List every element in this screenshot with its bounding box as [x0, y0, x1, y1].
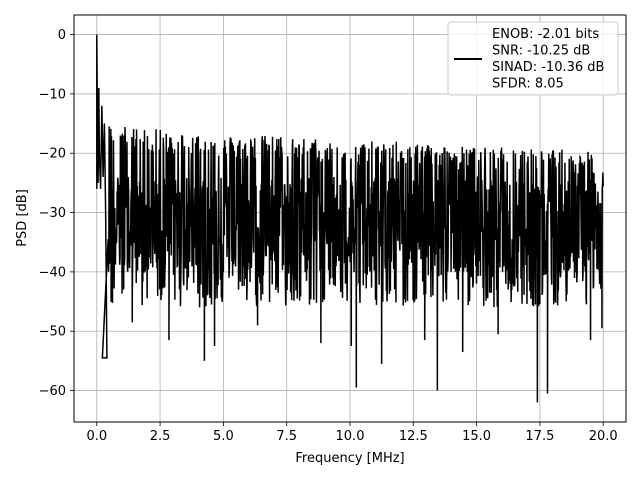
legend-line-text: SNR: -10.25 dB: [492, 44, 590, 59]
plot-area: [96, 34, 604, 403]
x-tick-label: 20.0: [589, 429, 618, 444]
x-tick-label: 7.5: [276, 429, 297, 444]
series-psd-line: [96, 34, 604, 403]
x-tick-label: 2.5: [150, 429, 171, 444]
x-tick-label: 0.0: [86, 429, 107, 444]
x-tick-label: 15.0: [462, 429, 491, 444]
x-axis-ticks: 0.0 2.5 5.0 7.5 10.0 12.5 15.0 17.5 20.0: [86, 422, 618, 444]
legend-line-text: SFDR: 8.05: [492, 77, 564, 92]
y-tick-label: 0: [58, 28, 66, 43]
x-tick-label: 5.0: [213, 429, 234, 444]
x-tick-label: 10.0: [336, 429, 365, 444]
y-axis-label: PSD [dB]: [15, 189, 30, 247]
legend-label: ENOB: -2.01 bits SNR: -10.25 dB SINAD: -10…: [492, 27, 604, 92]
legend: ENOB: -2.01 bits SNR: -10.25 dB SINAD: -10…: [447, 21, 619, 96]
y-axis-ticks: 0 −10 −20 −30 −40 −50 −60: [39, 28, 74, 399]
y-tick-label: −20: [39, 147, 66, 162]
y-tick-label: −40: [39, 265, 66, 280]
legend-line-text: ENOB: -2.01 bits: [492, 27, 599, 42]
x-tick-label: 12.5: [399, 429, 428, 444]
y-tick-label: −30: [39, 206, 66, 221]
y-tick-label: −10: [39, 87, 66, 102]
legend-box: [447, 21, 619, 96]
y-tick-label: −50: [39, 325, 66, 340]
legend-line-text: SINAD: -10.36 dB: [492, 60, 604, 75]
x-tick-label: 17.5: [525, 429, 554, 444]
y-tick-label: −60: [39, 384, 66, 399]
x-axis-label: Frequency [MHz]: [295, 451, 404, 466]
